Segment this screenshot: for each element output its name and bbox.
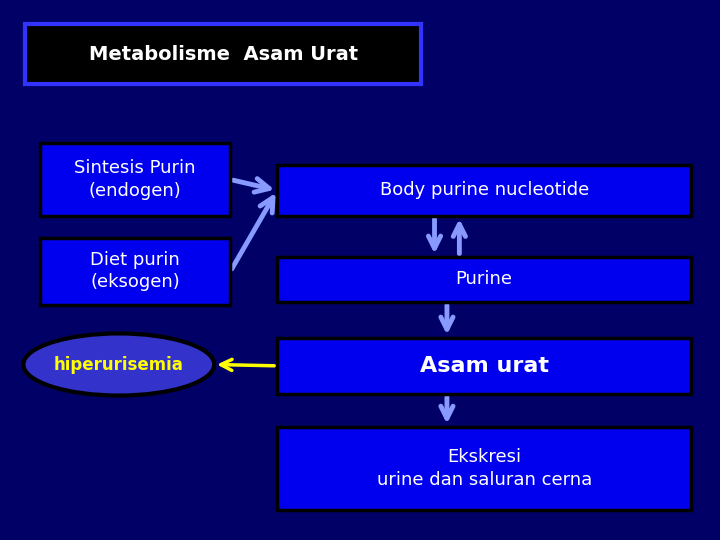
Ellipse shape: [24, 333, 215, 395]
Text: Purine: Purine: [456, 271, 513, 288]
FancyBboxPatch shape: [25, 24, 421, 84]
Text: hiperurisemia: hiperurisemia: [54, 355, 184, 374]
FancyBboxPatch shape: [277, 165, 691, 216]
Text: Metabolisme  Asam Urat: Metabolisme Asam Urat: [89, 44, 358, 64]
Text: Diet purin
(eksogen): Diet purin (eksogen): [90, 251, 180, 292]
Text: Ekskresi
urine dan saluran cerna: Ekskresi urine dan saluran cerna: [377, 448, 592, 489]
Text: Body purine nucleotide: Body purine nucleotide: [379, 181, 589, 199]
FancyBboxPatch shape: [277, 338, 691, 394]
Text: Asam urat: Asam urat: [420, 356, 549, 376]
FancyBboxPatch shape: [40, 143, 230, 216]
FancyBboxPatch shape: [40, 238, 230, 305]
FancyBboxPatch shape: [277, 427, 691, 510]
FancyBboxPatch shape: [277, 256, 691, 302]
Text: Sintesis Purin
(endogen): Sintesis Purin (endogen): [74, 159, 196, 200]
